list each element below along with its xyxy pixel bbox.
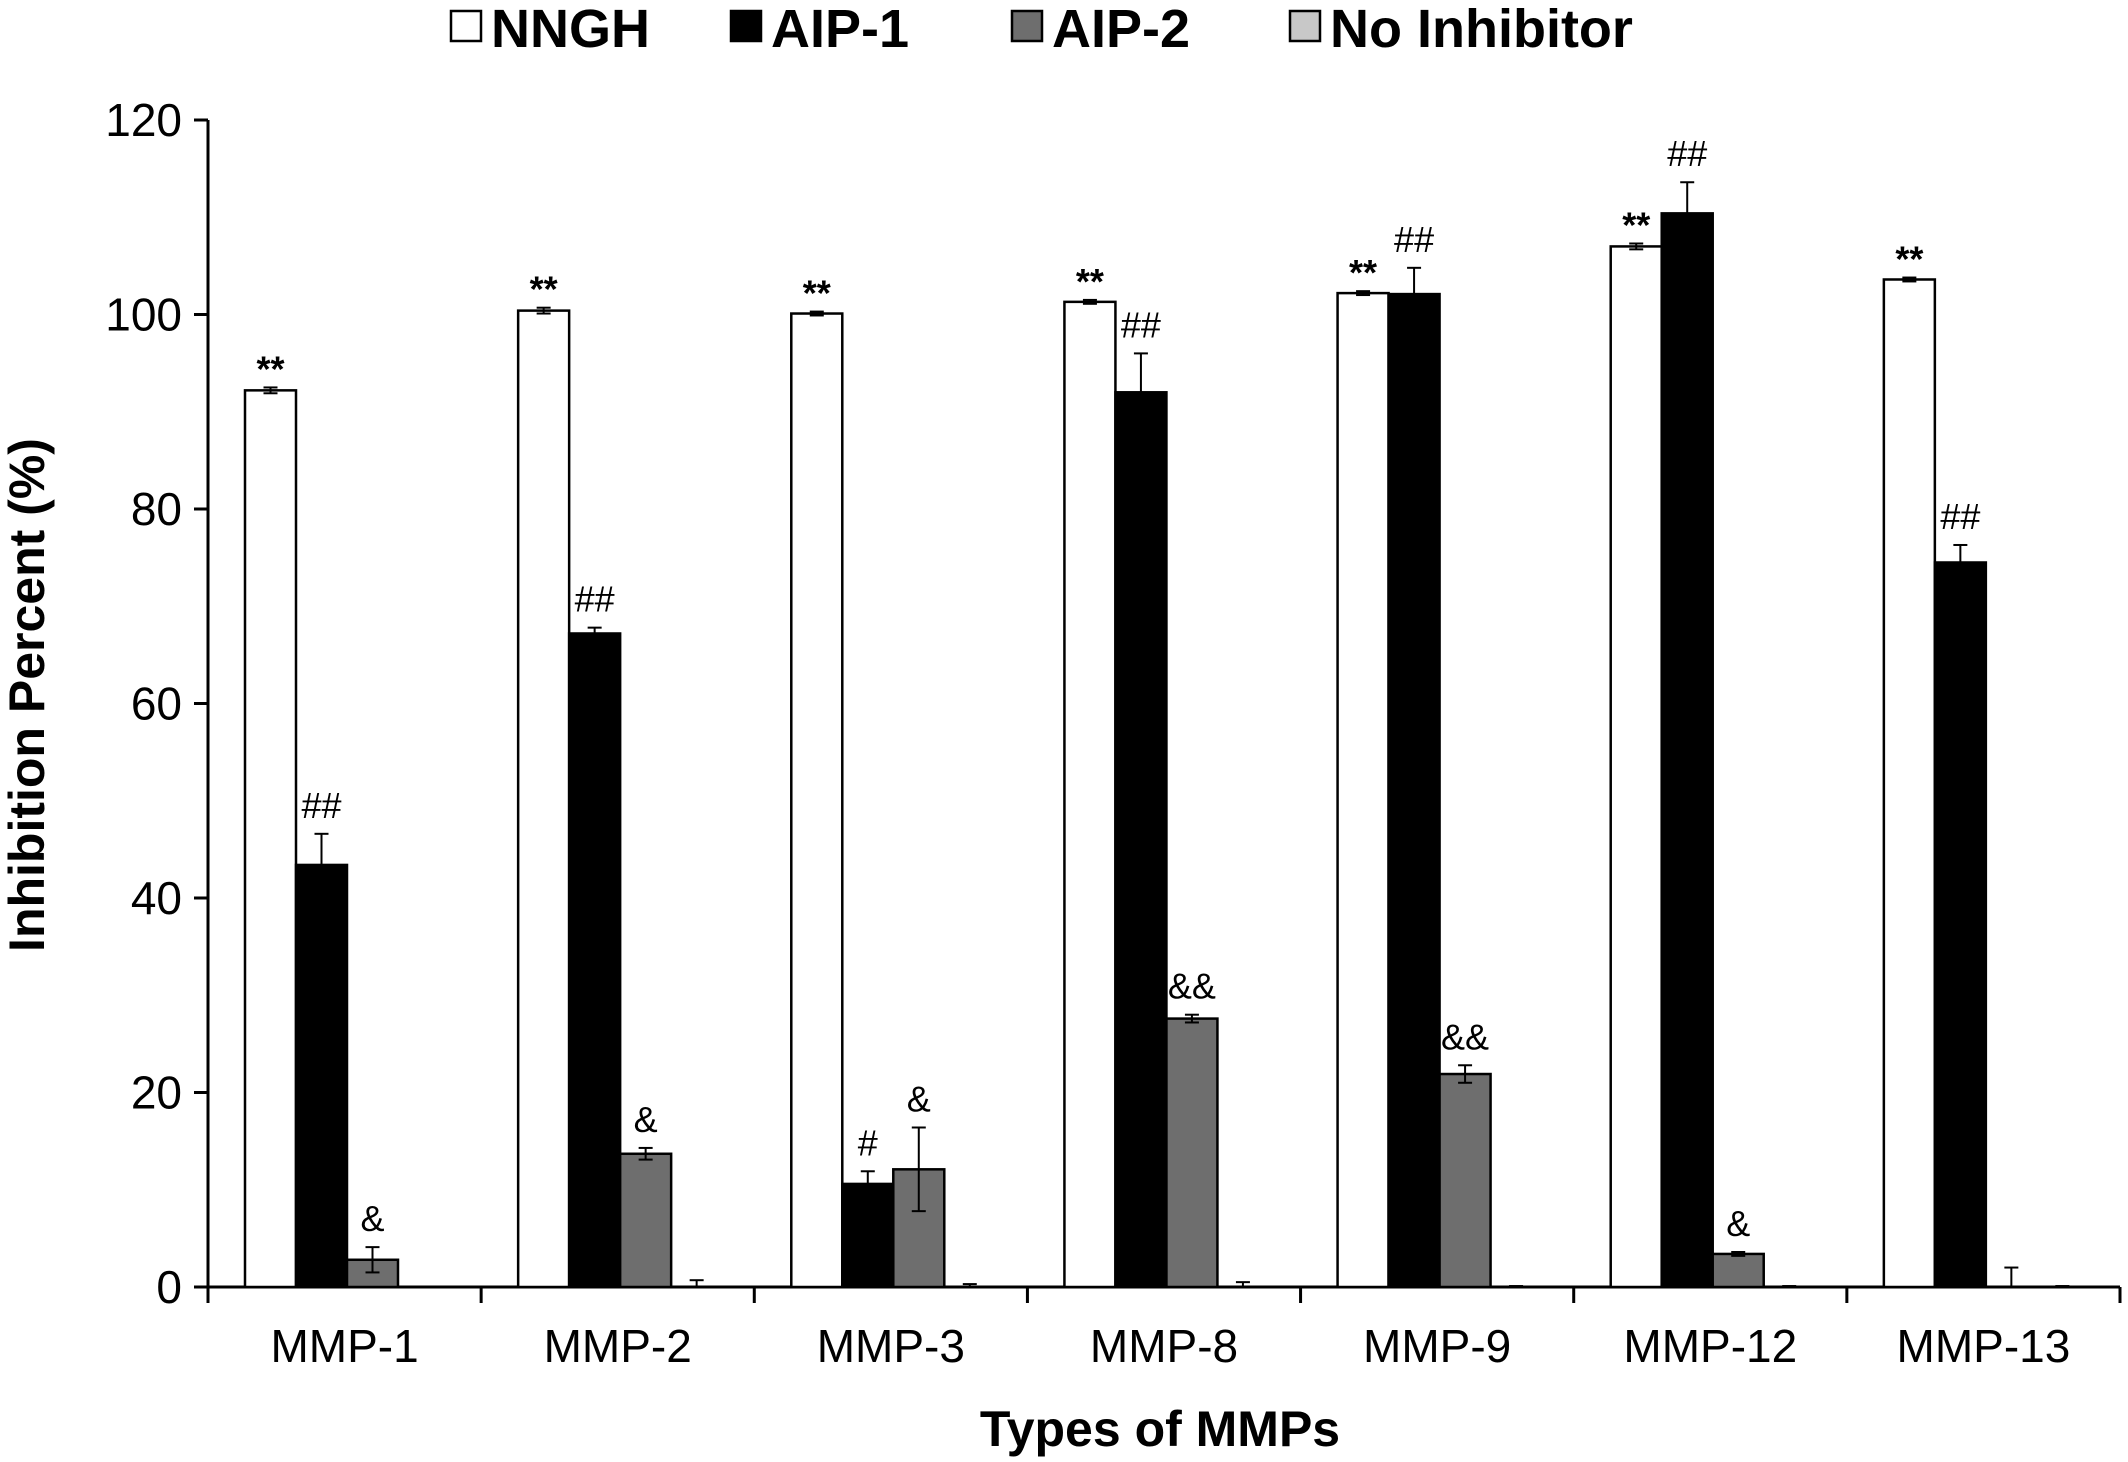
significance-annotations: **##&**##&**#&**##&&**##&&**##&**## xyxy=(256,133,1980,1244)
legend-item-nngh: NNGH xyxy=(449,0,650,59)
significance-label: ## xyxy=(1940,496,1980,537)
significance-label: ## xyxy=(301,785,341,826)
significance-label: ** xyxy=(1895,239,1923,280)
legend-swatch xyxy=(449,9,483,43)
bar-nngh xyxy=(1882,278,1937,1289)
y-tick-label: 20 xyxy=(131,1067,182,1119)
significance-label: ## xyxy=(575,579,615,620)
significance-label: & xyxy=(360,1198,384,1239)
bar-aip-1 xyxy=(1660,212,1714,1289)
legend-swatch xyxy=(729,9,763,43)
significance-label: & xyxy=(1726,1203,1750,1244)
x-tick-label: MMP-3 xyxy=(817,1320,965,1372)
y-tick-label: 80 xyxy=(131,483,182,535)
y-tick-label: 120 xyxy=(105,94,182,146)
legend: NNGH AIP-1 AIP-2 No Inhibitor xyxy=(449,0,1633,59)
x-tick-label: MMP-8 xyxy=(1090,1320,1238,1372)
y-tick-label: 40 xyxy=(131,872,182,924)
bars xyxy=(243,181,2070,1289)
legend-item-no-inhibitor: No Inhibitor xyxy=(1288,0,1633,59)
bar-aip-1 xyxy=(841,1182,895,1289)
significance-label: && xyxy=(1168,966,1216,1007)
bar-aip-1 xyxy=(1114,391,1168,1289)
significance-label: ** xyxy=(1622,205,1650,246)
bar-nngh xyxy=(516,309,571,1289)
x-tick-label: MMP-9 xyxy=(1363,1320,1511,1372)
bar-aip-2 xyxy=(618,1152,673,1289)
bar-aip-2 xyxy=(1711,1252,1765,1289)
bar-aip-2 xyxy=(1165,1017,1219,1289)
x-tick-label: MMP-12 xyxy=(1623,1320,1797,1372)
significance-label: ** xyxy=(530,269,558,310)
bar-nngh xyxy=(243,389,298,1289)
significance-label: ** xyxy=(1349,252,1377,293)
legend-label: NNGH xyxy=(491,0,650,59)
legend-swatch xyxy=(1288,9,1322,43)
bar-aip-2 xyxy=(1438,1072,1492,1289)
significance-label: ** xyxy=(1076,261,1104,302)
x-tick-label: MMP-2 xyxy=(544,1320,692,1372)
significance-label: ## xyxy=(1121,304,1161,345)
bar-nngh xyxy=(1063,300,1117,1289)
x-tick-label: MMP-13 xyxy=(1897,1320,2071,1372)
bar-aip-1 xyxy=(567,632,622,1289)
significance-label: ** xyxy=(256,348,284,389)
legend-label: AIP-1 xyxy=(771,0,909,59)
bar-aip-1 xyxy=(1933,561,1988,1289)
x-axis-title: Types of MMPs xyxy=(980,1401,1340,1457)
bar-aip-1 xyxy=(1387,292,1441,1289)
bar-nngh xyxy=(790,312,844,1289)
y-tick-label: 0 xyxy=(156,1261,182,1313)
legend-swatch xyxy=(1010,9,1044,43)
significance-label: & xyxy=(634,1099,658,1140)
legend-label: AIP-2 xyxy=(1052,0,1190,59)
significance-label: & xyxy=(907,1079,931,1120)
bar-aip-1 xyxy=(294,863,349,1289)
significance-label: ## xyxy=(1667,133,1707,174)
significance-label: # xyxy=(858,1122,878,1163)
y-tick-label: 60 xyxy=(131,678,182,730)
y-axis-title: Inhibition Percent (%) xyxy=(0,438,55,952)
legend-item-aip-2: AIP-2 xyxy=(1010,0,1190,59)
legend-label: No Inhibitor xyxy=(1330,0,1633,59)
x-tick-label: MMP-1 xyxy=(270,1320,418,1372)
bar-nngh xyxy=(1336,291,1390,1289)
significance-label: ** xyxy=(803,273,831,314)
bar-nngh xyxy=(1609,245,1663,1289)
y-tick-label: 100 xyxy=(105,289,182,341)
x-axis: MMP-1 MMP-2 MMP-3 MMP-8 MMP-9 MMP-12 MMP-13 xyxy=(206,1285,2122,1372)
y-axis: 0 20 40 60 80 100 120 xyxy=(105,94,210,1313)
legend-item-aip-1: AIP-1 xyxy=(729,0,909,59)
significance-label: && xyxy=(1441,1016,1489,1057)
significance-label: ## xyxy=(1394,219,1434,260)
